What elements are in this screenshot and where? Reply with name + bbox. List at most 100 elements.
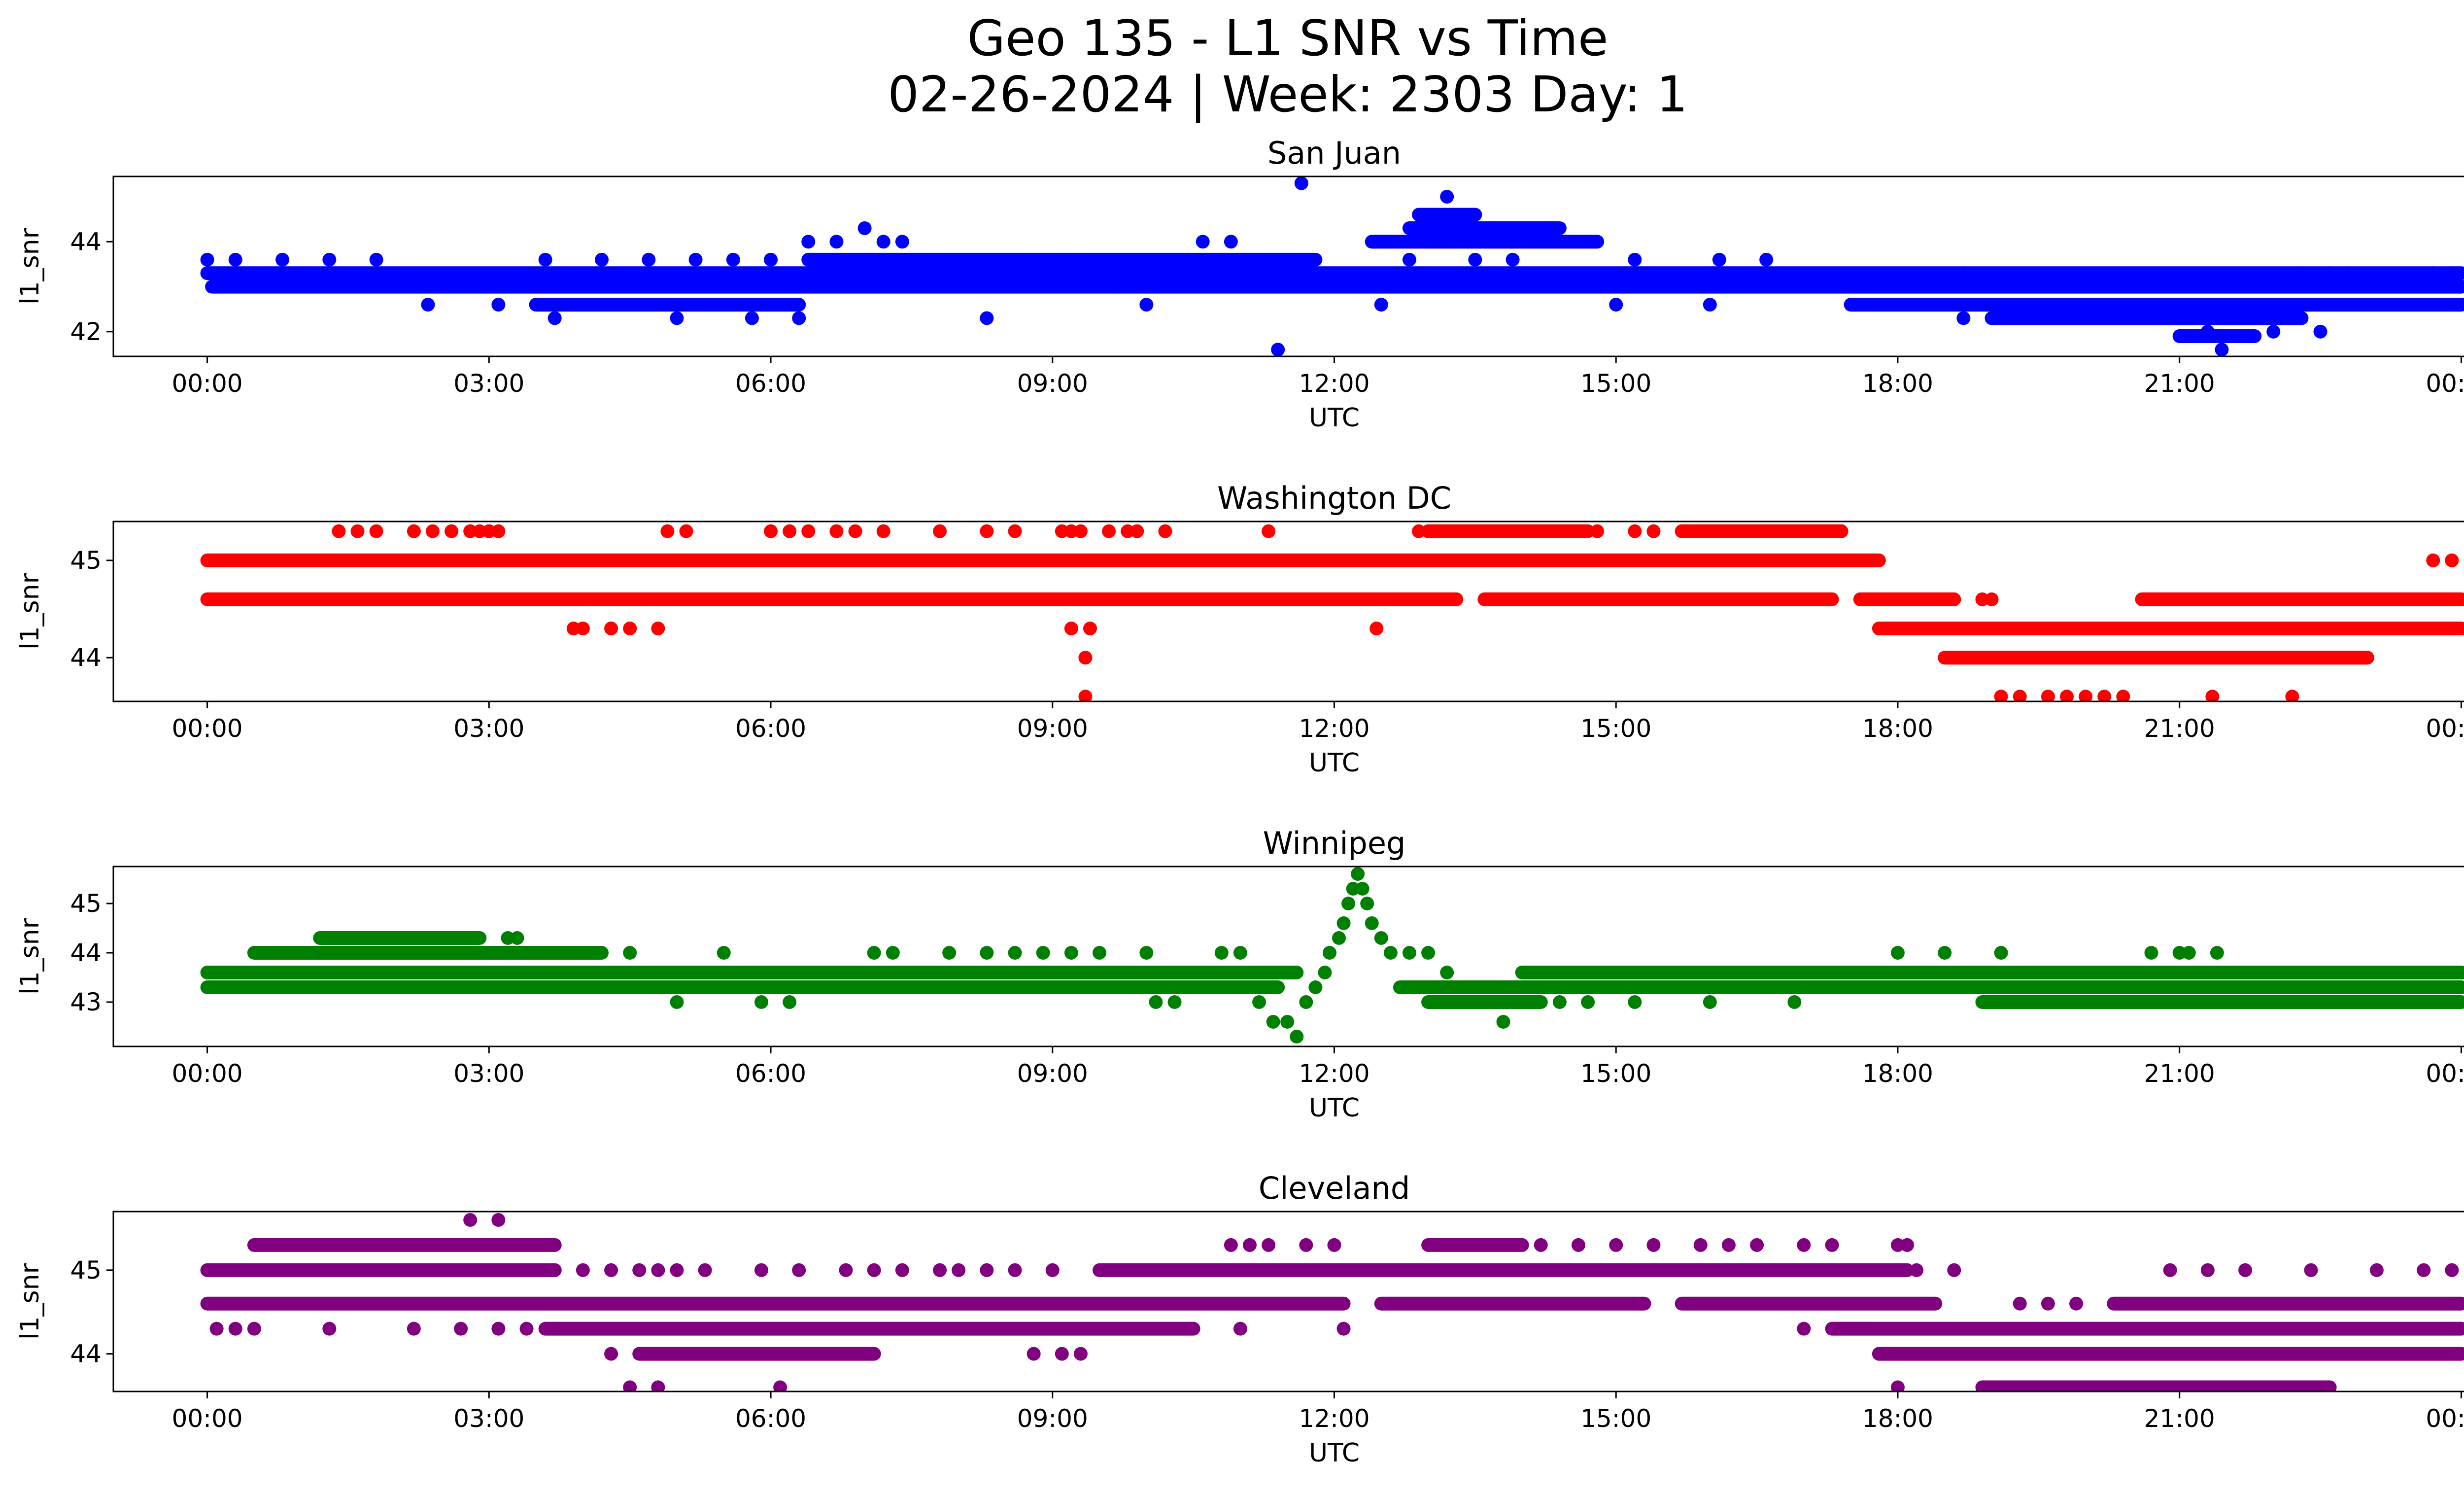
data-point bbox=[670, 995, 684, 1009]
data-point bbox=[783, 995, 797, 1009]
data-point bbox=[2060, 690, 2074, 701]
data-point bbox=[623, 622, 637, 636]
x-tick-label: 00:00 bbox=[2426, 1059, 2464, 1088]
data-point bbox=[801, 524, 816, 538]
data-point bbox=[980, 311, 994, 325]
data-point bbox=[1383, 946, 1398, 960]
data-point bbox=[2426, 266, 2440, 280]
data-point bbox=[2417, 1263, 2431, 1277]
data-point bbox=[1787, 995, 1802, 1009]
data-point bbox=[829, 235, 844, 249]
data-point bbox=[2341, 266, 2356, 280]
x-axis-label: UTC bbox=[1309, 748, 1360, 778]
data-point bbox=[1628, 524, 1642, 538]
data-point bbox=[1440, 966, 1454, 979]
data-point bbox=[1721, 1238, 1736, 1252]
data-point bbox=[895, 235, 909, 249]
data-point bbox=[1712, 252, 1726, 267]
data-point bbox=[369, 524, 383, 538]
data-point bbox=[2445, 553, 2459, 567]
data-point bbox=[425, 524, 440, 538]
x-axis-label: UTC bbox=[1309, 1093, 1360, 1123]
data-point bbox=[228, 252, 242, 267]
data-point bbox=[1759, 252, 1774, 267]
data-point bbox=[1093, 946, 1107, 960]
data-point bbox=[1027, 1347, 1041, 1361]
data-point bbox=[2013, 1296, 2027, 1311]
data-point bbox=[275, 252, 290, 267]
data-point bbox=[867, 1263, 881, 1277]
data-point bbox=[1994, 946, 2008, 960]
data-point bbox=[1994, 690, 2008, 701]
y-axis-label: l1_snr bbox=[15, 918, 45, 995]
data-point bbox=[857, 221, 872, 235]
data-point bbox=[491, 1213, 506, 1227]
data-point bbox=[876, 524, 890, 538]
data-point bbox=[726, 252, 740, 267]
data-point bbox=[1262, 1238, 1276, 1252]
data-point bbox=[332, 524, 346, 538]
data-point bbox=[1290, 1030, 1304, 1043]
data-point bbox=[369, 252, 383, 267]
data-point bbox=[688, 252, 703, 267]
x-axis-label: UTC bbox=[1309, 1438, 1360, 1468]
data-point bbox=[228, 1321, 242, 1336]
data-point bbox=[1008, 946, 1022, 960]
data-point bbox=[2323, 266, 2337, 280]
data-point bbox=[679, 524, 693, 538]
data-point bbox=[933, 1263, 947, 1277]
data-point bbox=[407, 1321, 421, 1336]
data-point bbox=[1797, 279, 1811, 294]
data-point bbox=[1797, 1321, 1811, 1336]
data-point bbox=[2163, 1263, 2177, 1277]
data-point bbox=[1073, 1347, 1088, 1361]
x-tick-label: 09:00 bbox=[1017, 369, 1088, 398]
data-point bbox=[1590, 524, 1605, 538]
x-tick-label: 09:00 bbox=[1017, 714, 1088, 743]
y-tick-label: 44 bbox=[70, 1340, 102, 1368]
data-point bbox=[867, 946, 881, 960]
data-point bbox=[2215, 343, 2229, 356]
data-point bbox=[548, 311, 562, 325]
data-point bbox=[1064, 946, 1078, 960]
x-tick-label: 18:00 bbox=[1862, 714, 1933, 743]
data-point bbox=[2041, 690, 2055, 701]
x-tick-label: 06:00 bbox=[735, 1404, 806, 1433]
data-point bbox=[2097, 690, 2112, 701]
x-tick-label: 09:00 bbox=[1017, 1059, 1088, 1088]
data-point bbox=[2210, 946, 2224, 960]
data-point bbox=[1938, 946, 1952, 960]
y-tick-label: 45 bbox=[70, 546, 102, 575]
x-tick-label: 15:00 bbox=[1580, 1059, 1651, 1088]
data-point bbox=[651, 622, 665, 636]
data-point bbox=[1750, 1238, 1764, 1252]
x-tick-label: 12:00 bbox=[1299, 1059, 1369, 1088]
data-point bbox=[1336, 1321, 1351, 1336]
data-point bbox=[698, 1263, 712, 1277]
data-point bbox=[1890, 946, 1905, 960]
x-tick-label: 12:00 bbox=[1299, 714, 1369, 743]
panel-title: San Juan bbox=[1267, 135, 1401, 171]
data-point bbox=[1308, 980, 1323, 994]
x-tick-label: 15:00 bbox=[1580, 369, 1651, 398]
data-point bbox=[407, 524, 421, 538]
data-point bbox=[247, 1321, 261, 1336]
y-axis-label: l1_snr bbox=[15, 1263, 45, 1340]
data-point bbox=[1271, 343, 1285, 356]
data-point bbox=[1628, 252, 1642, 267]
x-tick-label: 06:00 bbox=[735, 714, 806, 743]
data-point bbox=[848, 524, 862, 538]
data-point bbox=[1336, 916, 1351, 930]
data-point bbox=[2285, 690, 2299, 701]
data-point bbox=[1646, 1238, 1661, 1252]
data-point bbox=[538, 252, 552, 267]
data-point bbox=[1064, 622, 1078, 636]
data-point bbox=[2144, 946, 2158, 960]
data-point bbox=[764, 252, 778, 267]
figure-title-line2: 02-26-2024 | Week: 2303 Day: 1 bbox=[888, 66, 1687, 123]
data-point bbox=[1341, 897, 1356, 910]
data-point bbox=[1149, 995, 1163, 1009]
x-tick-label: 21:00 bbox=[2144, 369, 2215, 398]
data-point bbox=[1266, 1015, 1280, 1029]
